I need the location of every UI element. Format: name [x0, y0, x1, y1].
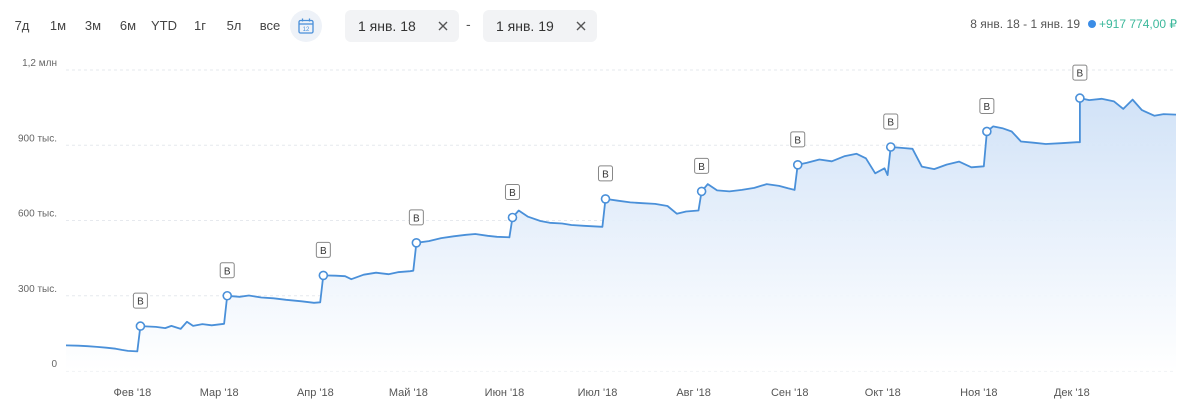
- marker-point: [982, 126, 992, 137]
- y-tick-label: 0: [51, 359, 57, 370]
- clear-date-from-icon[interactable]: [435, 18, 451, 34]
- date-to-value: 1 янв. 19: [496, 18, 554, 34]
- marker-badge: [1072, 64, 1088, 81]
- marker-label: B: [887, 118, 894, 129]
- x-tick-label: Окт '18: [865, 387, 901, 399]
- marker-point: [318, 270, 329, 281]
- marker-label: B: [984, 102, 991, 113]
- x-tick-label: Май '18: [389, 387, 428, 399]
- x-tick-label: Июн '18: [485, 387, 525, 399]
- buy-marker[interactable]: B: [694, 157, 710, 197]
- buy-marker[interactable]: B: [1072, 64, 1088, 103]
- x-tick-label: Дек '18: [1054, 387, 1090, 399]
- x-tick-label: Мар '18: [200, 387, 239, 399]
- x-tick-label: Авг '18: [676, 387, 711, 399]
- calendar-day-text: 12: [303, 27, 310, 33]
- date-to-field[interactable]: 1 янв. 19: [483, 10, 597, 42]
- marker-label: B: [698, 162, 705, 173]
- marker-badge: [597, 165, 613, 182]
- buy-marker[interactable]: B: [408, 209, 424, 248]
- buy-marker[interactable]: B: [597, 165, 613, 204]
- change-value: +917 774,00 ₽: [1099, 17, 1178, 31]
- y-tick-label: 900 тыс.: [18, 133, 57, 144]
- date-from-field[interactable]: 1 янв. 18: [345, 10, 459, 42]
- buy-marker[interactable]: B: [132, 292, 148, 331]
- marker-point: [222, 290, 233, 301]
- x-tick-label: Июл '18: [578, 387, 618, 399]
- marker-point: [792, 160, 803, 170]
- series-dot-icon: [1088, 20, 1096, 28]
- range-ytd-button[interactable]: YTD: [151, 18, 177, 33]
- marker-badge: [408, 209, 424, 226]
- x-tick-label: Сен '18: [771, 387, 809, 399]
- series-area: [66, 98, 1176, 371]
- range-7d-button[interactable]: 7д: [14, 18, 30, 33]
- range-3m-button[interactable]: 3м: [84, 18, 102, 33]
- range-1m-button[interactable]: 1м: [49, 18, 67, 33]
- marker-badge: [979, 97, 995, 114]
- clear-date-to-icon[interactable]: [573, 18, 589, 34]
- marker-label: B: [137, 297, 144, 308]
- marker-point: [135, 321, 146, 331]
- marker-badge: [219, 262, 235, 279]
- y-tick-label: 300 тыс.: [18, 284, 57, 295]
- range-all-button[interactable]: все: [259, 18, 281, 33]
- marker-point: [600, 194, 611, 204]
- marker-badge: [883, 113, 899, 130]
- range-5y-button[interactable]: 5л: [226, 18, 242, 33]
- y-tick-label: 1,2 млн: [22, 58, 57, 69]
- marker-point: [885, 142, 896, 152]
- x-tick-label: Фев '18: [114, 387, 152, 399]
- buy-marker[interactable]: B: [504, 183, 520, 223]
- marker-label: B: [320, 246, 327, 257]
- marker-point: [507, 212, 518, 223]
- marker-label: B: [1077, 69, 1084, 80]
- marker-point: [696, 186, 707, 197]
- marker-badge: [694, 157, 710, 174]
- x-tick-label: Ноя '18: [960, 387, 997, 399]
- buy-marker[interactable]: B: [790, 131, 806, 170]
- date-from-value: 1 янв. 18: [358, 18, 416, 34]
- y-tick-label: 600 тыс.: [18, 209, 57, 220]
- range-1y-button[interactable]: 1г: [194, 18, 206, 33]
- marker-label: B: [413, 213, 420, 224]
- period-label: 8 янв. 18 - 1 янв. 19: [970, 17, 1080, 31]
- marker-badge: [132, 292, 148, 309]
- date-separator: -: [466, 16, 471, 32]
- calendar-icon: 12: [298, 18, 314, 34]
- range-6m-button[interactable]: 6м: [119, 18, 137, 33]
- toolbar: 7д 1м 3м 6м YTD 1г 5л все 12 1 янв. 18 -…: [0, 0, 1200, 52]
- x-tick-label: Апр '18: [297, 387, 334, 399]
- marker-label: B: [794, 135, 801, 146]
- buy-marker[interactable]: B: [883, 113, 899, 152]
- marker-badge: [504, 183, 520, 200]
- buy-marker[interactable]: B: [315, 241, 331, 281]
- marker-point: [1075, 93, 1085, 103]
- buy-marker[interactable]: B: [219, 262, 235, 301]
- marker-label: B: [509, 188, 516, 199]
- marker-label: B: [224, 266, 231, 277]
- buy-marker[interactable]: B: [979, 97, 995, 137]
- marker-label: B: [602, 169, 609, 180]
- marker-point: [411, 238, 422, 248]
- calendar-button[interactable]: 12: [290, 10, 322, 42]
- marker-badge: [790, 131, 806, 148]
- marker-badge: [315, 241, 331, 258]
